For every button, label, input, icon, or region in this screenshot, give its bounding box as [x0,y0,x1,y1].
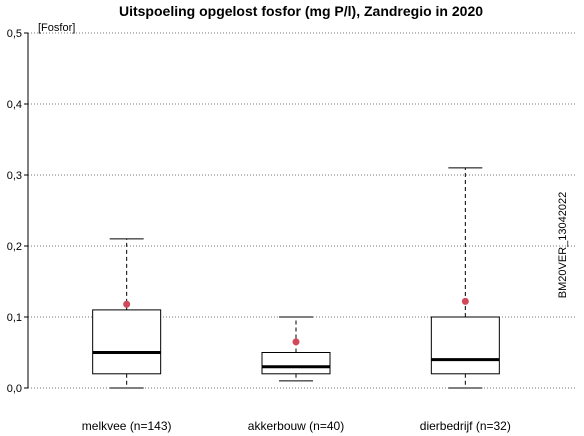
version-label: BM20VER_13042022 [557,192,569,298]
iqr-box [261,352,331,375]
mean-point [461,297,469,305]
category-label: akkerbouw (n=40) [248,419,344,433]
mean-point [123,300,131,308]
category-label: melkvee (n=143) [82,419,172,433]
category-labels: melkvee (n=143) akkerbouw (n=40) dierbedri… [82,419,511,433]
y-axis-ticks: 0,0 0,1 0,2 0,3 0,4 0,5 [7,28,28,395]
y-tick-label: 0,2 [7,241,22,253]
y-tick-label: 0,3 [7,170,22,182]
box-1 [261,316,331,382]
y-axis-unit-label: [Fosfor] [38,22,75,34]
y-tick-label: 0,1 [7,312,22,324]
y-tick-label: 0,0 [7,383,22,395]
iqr-box [430,316,500,375]
category-label: dierbedrijf (n=32) [420,419,511,433]
iqr-box [92,309,162,375]
y-tick-label: 0,4 [7,99,22,111]
box-2 [430,167,500,389]
mean-point [292,338,300,346]
chart-title: Uitspoeling opgelost fosfor (mg P/l), Za… [119,3,483,19]
y-tick-label: 0,5 [7,28,22,40]
boxes-group [92,167,500,389]
box-0 [92,238,162,389]
